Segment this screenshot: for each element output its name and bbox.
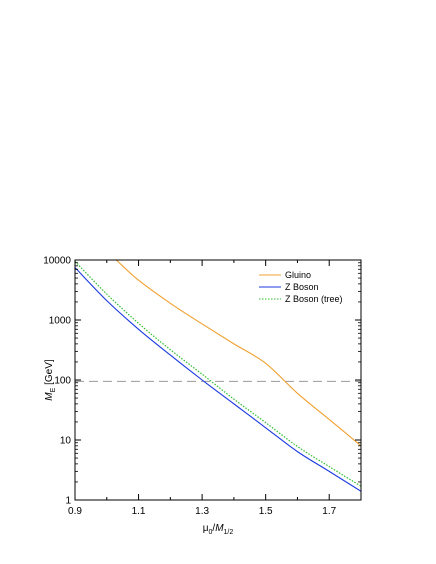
x-tick-label: 0.9 — [68, 506, 82, 517]
plot-area — [75, 260, 361, 492]
legend: Gluino Z Boson Z Boson (tree) — [259, 270, 343, 304]
x-axis-label: μ0/M1/2 — [203, 523, 234, 536]
y-tick-label: 1 — [65, 496, 71, 507]
axis-labels: μ0/M1/2ME [GeV] — [44, 359, 233, 536]
y-axis-label-sub: E — [50, 387, 57, 392]
y-tick-label: 1000 — [49, 316, 72, 327]
x-tick-label: 1.7 — [322, 506, 336, 517]
y-tick-label: 10 — [60, 436, 72, 447]
x-axis-label-sep: / — [212, 523, 215, 534]
y-axis-label-unit: [GeV] — [44, 359, 55, 388]
x-tick-label: 1.5 — [259, 506, 273, 517]
legend-label: Gluino — [285, 270, 311, 280]
y-axis-label-m: M — [44, 392, 55, 401]
x-axis-label-mu: μ — [203, 523, 209, 534]
series-line-z-boson — [75, 267, 361, 492]
x-tick-label: 1.1 — [132, 506, 146, 517]
axes: 0.9 1.1 1.3 1.5 1.7 1 10 100 1000 10000 — [43, 256, 362, 517]
x-axis-label-m: M — [215, 523, 224, 534]
x-tick-label: 1.3 — [195, 506, 209, 517]
legend-label: Z Boson — [285, 282, 319, 292]
y-tick-label: 10000 — [43, 256, 71, 267]
x-axis-label-mu-sub: 0 — [209, 529, 213, 536]
x-axis-label-m-sub: 1/2 — [224, 529, 234, 536]
series-line-z-boson-tree — [75, 260, 361, 487]
legend-label: Z Boson (tree) — [285, 294, 343, 304]
series-line-gluino — [115, 260, 361, 447]
y-tick-label: 100 — [54, 376, 71, 387]
y-axis-label: ME [GeV] — [44, 359, 57, 401]
